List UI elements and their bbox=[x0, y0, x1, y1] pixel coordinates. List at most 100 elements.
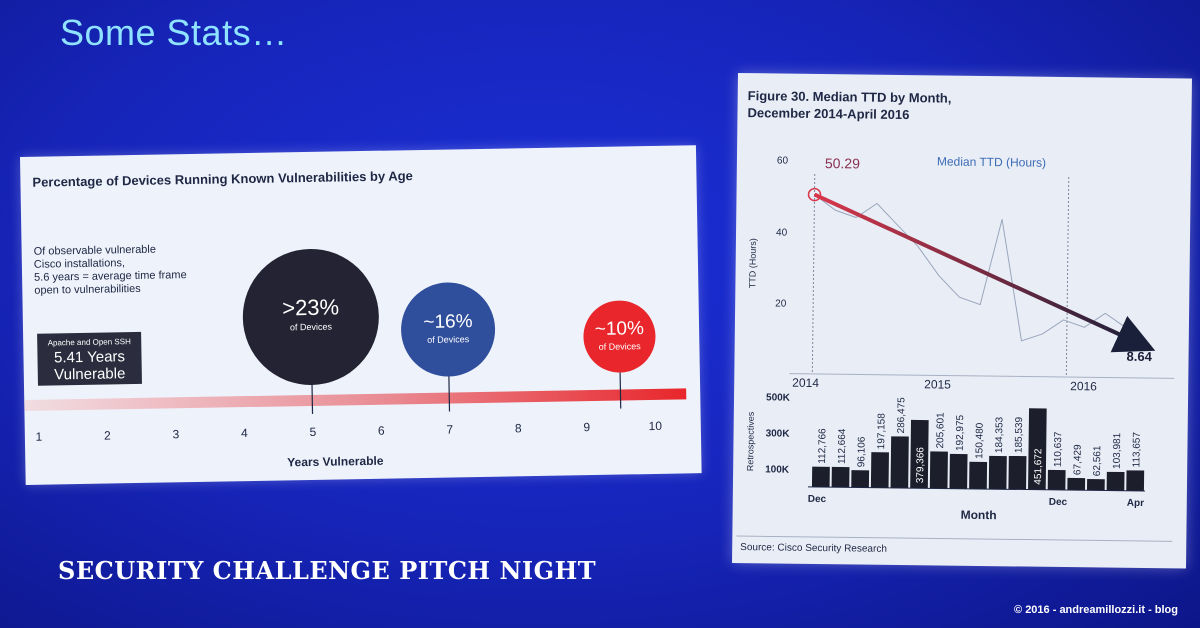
bar-x-tick: Dec bbox=[1049, 497, 1068, 508]
x-tick-label: 10 bbox=[648, 419, 662, 433]
source-note: Source: Cisco Security Research bbox=[740, 542, 887, 555]
start-point-marker bbox=[807, 187, 822, 202]
x-axis-label: Years Vulnerable bbox=[287, 454, 384, 470]
bubble-stem bbox=[619, 372, 622, 409]
bar-value-label: 379,366 bbox=[915, 447, 926, 484]
bubble-subtitle: of Devices bbox=[427, 334, 470, 345]
end-value-label: 8.64 bbox=[1126, 349, 1152, 364]
y-tick: 20 bbox=[775, 298, 787, 309]
bubble-subtitle: of Devices bbox=[290, 322, 333, 333]
retrospectives-bar bbox=[851, 470, 870, 488]
box-line-3: Vulnerable bbox=[54, 365, 125, 383]
year-divider bbox=[811, 173, 816, 374]
x-tick-label: 7 bbox=[446, 422, 453, 436]
note-line: open to vulnerabilities bbox=[34, 283, 141, 297]
bar-y-axis-label: Retrospectives bbox=[745, 411, 756, 471]
retrospectives-bar bbox=[1126, 470, 1145, 491]
trend-arrow bbox=[813, 192, 1156, 353]
vulnerability-age-panel: Percentage of Devices Running Known Vuln… bbox=[20, 145, 702, 485]
bar-value-label: 150,480 bbox=[974, 422, 985, 459]
retrospectives-bar bbox=[811, 466, 830, 488]
y-axis-label: TTD (Hours) bbox=[747, 238, 758, 288]
left-chart-title: Percentage of Devices Running Known Vuln… bbox=[32, 168, 413, 190]
slide-title: Some Stats… bbox=[60, 12, 288, 53]
bar-value-label: 67,429 bbox=[1072, 444, 1083, 475]
retrospectives-bar bbox=[1106, 471, 1125, 491]
year-label: 2016 bbox=[1070, 379, 1097, 393]
note-line: 5.6 years = average time frame bbox=[34, 269, 187, 284]
retrospectives-bar bbox=[929, 451, 948, 489]
bubble-value: ~10% bbox=[595, 318, 645, 340]
bar-value-label: 286,475 bbox=[896, 397, 907, 434]
box-line-1: Apache and Open SSH bbox=[48, 337, 132, 347]
retrospectives-bar bbox=[1086, 479, 1105, 491]
bubble-value: >23% bbox=[282, 294, 339, 320]
bar-x-tick: Dec bbox=[808, 494, 827, 505]
retrospectives-bar bbox=[1047, 469, 1066, 491]
note-line: Cisco installations, bbox=[34, 257, 125, 271]
vulnerability-age-chart: Percentage of Devices Running Known Vuln… bbox=[24, 168, 687, 470]
bar-value-label: 451,672 bbox=[1033, 448, 1044, 485]
apache-ssh-box bbox=[37, 331, 142, 386]
bar-y-tick: 100K bbox=[765, 464, 790, 475]
bar-value-label: 185,539 bbox=[1014, 416, 1025, 453]
bar-value-label: 113,657 bbox=[1131, 432, 1142, 468]
note-line: Of observable vulnerable bbox=[34, 244, 156, 258]
bar-value-label: 192,975 bbox=[955, 414, 966, 451]
x-tick-label: 5 bbox=[309, 425, 316, 439]
year-label: 2015 bbox=[924, 377, 951, 391]
start-value-label: 50.29 bbox=[825, 155, 860, 171]
retrospectives-bar bbox=[1028, 408, 1047, 490]
bar-value-label: 110,637 bbox=[1053, 431, 1064, 467]
x-tick-label: 8 bbox=[515, 421, 522, 435]
x-tick-label: 1 bbox=[35, 430, 42, 444]
bubble-value: ~16% bbox=[423, 311, 473, 333]
retrospectives-bar bbox=[890, 436, 909, 489]
bar-value-label: 184,353 bbox=[994, 416, 1005, 453]
figure-title-line-2: December 2014-April 2016 bbox=[747, 105, 909, 122]
bar-y-tick: 500K bbox=[766, 392, 791, 403]
bar-value-label: 112,664 bbox=[837, 428, 848, 464]
x-tick-label: 6 bbox=[378, 424, 385, 438]
figure-title-line-1: Figure 30. Median TTD by Month, bbox=[748, 88, 952, 105]
bar-value-label: 62,561 bbox=[1092, 445, 1103, 476]
bar-y-tick: 300K bbox=[766, 428, 791, 439]
retrospectives-bar bbox=[910, 419, 929, 489]
x-tick-label: 2 bbox=[104, 428, 111, 442]
bubble-subtitle: of Devices bbox=[599, 341, 642, 352]
legend-label: Median TTD (Hours) bbox=[937, 154, 1046, 169]
bar-value-label: 112,766 bbox=[817, 428, 828, 464]
device-share-bubble bbox=[583, 300, 656, 373]
bar-baseline bbox=[807, 486, 1145, 492]
bar-value-label: 205,601 bbox=[935, 412, 946, 449]
retrospectives-bar bbox=[969, 461, 988, 490]
y-tick: 40 bbox=[776, 227, 788, 238]
y-tick: 60 bbox=[777, 155, 789, 166]
x-tick-label: 9 bbox=[583, 420, 590, 434]
retrospectives-bar bbox=[988, 455, 1007, 490]
year-divider bbox=[1065, 177, 1070, 378]
median-ttd-chart: Figure 30. Median TTD by Month, December… bbox=[736, 88, 1175, 555]
bubble-stem bbox=[448, 376, 451, 412]
retrospectives-bar bbox=[870, 452, 889, 488]
bar-value-label: 197,158 bbox=[876, 413, 887, 450]
copyright-notice: © 2016 - andreamillozzi.it - blog bbox=[1014, 604, 1178, 616]
source-divider bbox=[736, 535, 1173, 542]
retrospectives-bar bbox=[1008, 455, 1027, 490]
box-line-2: 5.41 Years bbox=[54, 348, 125, 366]
x-tick-label: 4 bbox=[241, 426, 248, 440]
year-label: 2014 bbox=[792, 376, 819, 390]
event-title: SECURITY CHALLENGE PITCH NIGHT bbox=[58, 556, 597, 585]
median-ttd-panel: Figure 30. Median TTD by Month, December… bbox=[732, 73, 1192, 569]
bar-x-tick: Apr bbox=[1127, 498, 1144, 509]
axis-line bbox=[789, 373, 1175, 379]
bubble-stem bbox=[311, 384, 314, 414]
retrospectives-bar bbox=[949, 453, 968, 489]
bar-value-label: 103,981 bbox=[1112, 432, 1123, 469]
retrospectives-bar bbox=[1067, 477, 1086, 491]
bar-x-axis-label: Month bbox=[961, 508, 997, 522]
bar-value-label: 96,106 bbox=[856, 436, 867, 467]
x-tick-label: 3 bbox=[172, 427, 179, 441]
device-share-bubble bbox=[401, 282, 496, 377]
age-gradient-bar bbox=[24, 388, 687, 411]
